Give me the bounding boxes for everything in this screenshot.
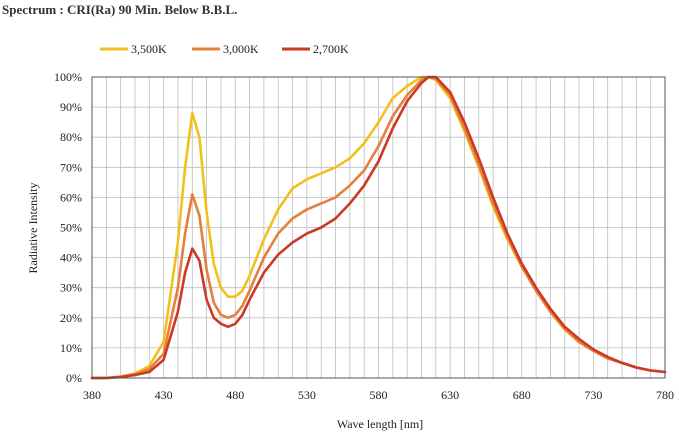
x-tick-label: 630: [441, 388, 459, 402]
y-tick-label: 50%: [60, 221, 82, 235]
y-axis-label: Radiative Intensity: [26, 183, 40, 274]
legend-label: 3,000K: [223, 42, 259, 56]
y-tick-label: 80%: [60, 130, 82, 144]
grid: [91, 76, 666, 379]
y-tick-label: 30%: [60, 281, 82, 295]
y-tick-label: 40%: [60, 251, 82, 265]
legend: 3,500K 3,000K 2,700K: [100, 42, 349, 56]
y-tick-label: 60%: [60, 190, 82, 204]
chart-title: Spectrum : CRI(Ra) 90 Min. Below B.B.L.: [2, 2, 237, 17]
x-tick-label: 680: [513, 388, 531, 402]
x-tick-label: 480: [226, 388, 244, 402]
y-tick-label: 20%: [60, 311, 82, 325]
axes: 380 430 480 530 580 630 680 730 780 0% 10% 20% 30% 40…: [54, 70, 674, 402]
y-tick-label: 90%: [60, 100, 82, 114]
x-tick-label: 430: [155, 388, 173, 402]
legend-label: 3,500K: [131, 42, 167, 56]
series-line: [90, 75, 667, 380]
y-tick-label: 0%: [66, 371, 82, 385]
series-lines: [90, 75, 667, 380]
x-tick-label: 530: [298, 388, 316, 402]
y-tick-label: 10%: [60, 341, 82, 355]
x-tick-label: 780: [656, 388, 674, 402]
y-tick-label: 100%: [54, 70, 82, 84]
series-line: [90, 75, 667, 380]
x-tick-label: 380: [83, 388, 101, 402]
plot-frame: [91, 76, 666, 379]
legend-label: 2,700K: [313, 42, 349, 56]
y-tick-label: 70%: [60, 160, 82, 174]
x-axis-label: Wave length [nm]: [337, 417, 423, 431]
x-tick-label: 730: [584, 388, 602, 402]
x-tick-label: 580: [370, 388, 388, 402]
